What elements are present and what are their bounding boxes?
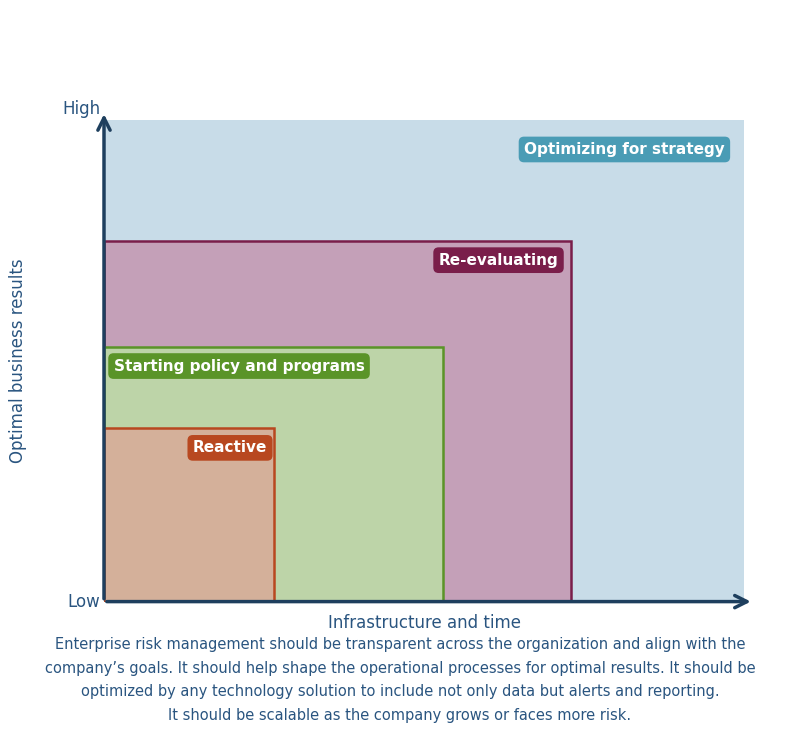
Text: ERM Maturity Model:: ERM Maturity Model: bbox=[228, 23, 572, 51]
Text: Enterprise risk management should be transparent across the organization and ali: Enterprise risk management should be tra… bbox=[45, 638, 755, 723]
Bar bbox=[104, 429, 274, 602]
Text: Re-evaluating: Re-evaluating bbox=[438, 253, 558, 268]
Text: High: High bbox=[62, 100, 100, 118]
Text: Low: Low bbox=[67, 593, 100, 611]
Bar bbox=[104, 347, 443, 602]
Text: Reactive: Reactive bbox=[193, 441, 267, 456]
Text: Optimizing for strategy: Optimizing for strategy bbox=[524, 142, 725, 157]
Text: Starting policy and programs: Starting policy and programs bbox=[114, 359, 365, 374]
Bar bbox=[104, 241, 571, 602]
Text: How to Measure Ongoing Success: How to Measure Ongoing Success bbox=[122, 62, 678, 90]
Text: Optimal business results: Optimal business results bbox=[9, 259, 26, 463]
Text: Infrastructure and time: Infrastructure and time bbox=[327, 614, 521, 632]
